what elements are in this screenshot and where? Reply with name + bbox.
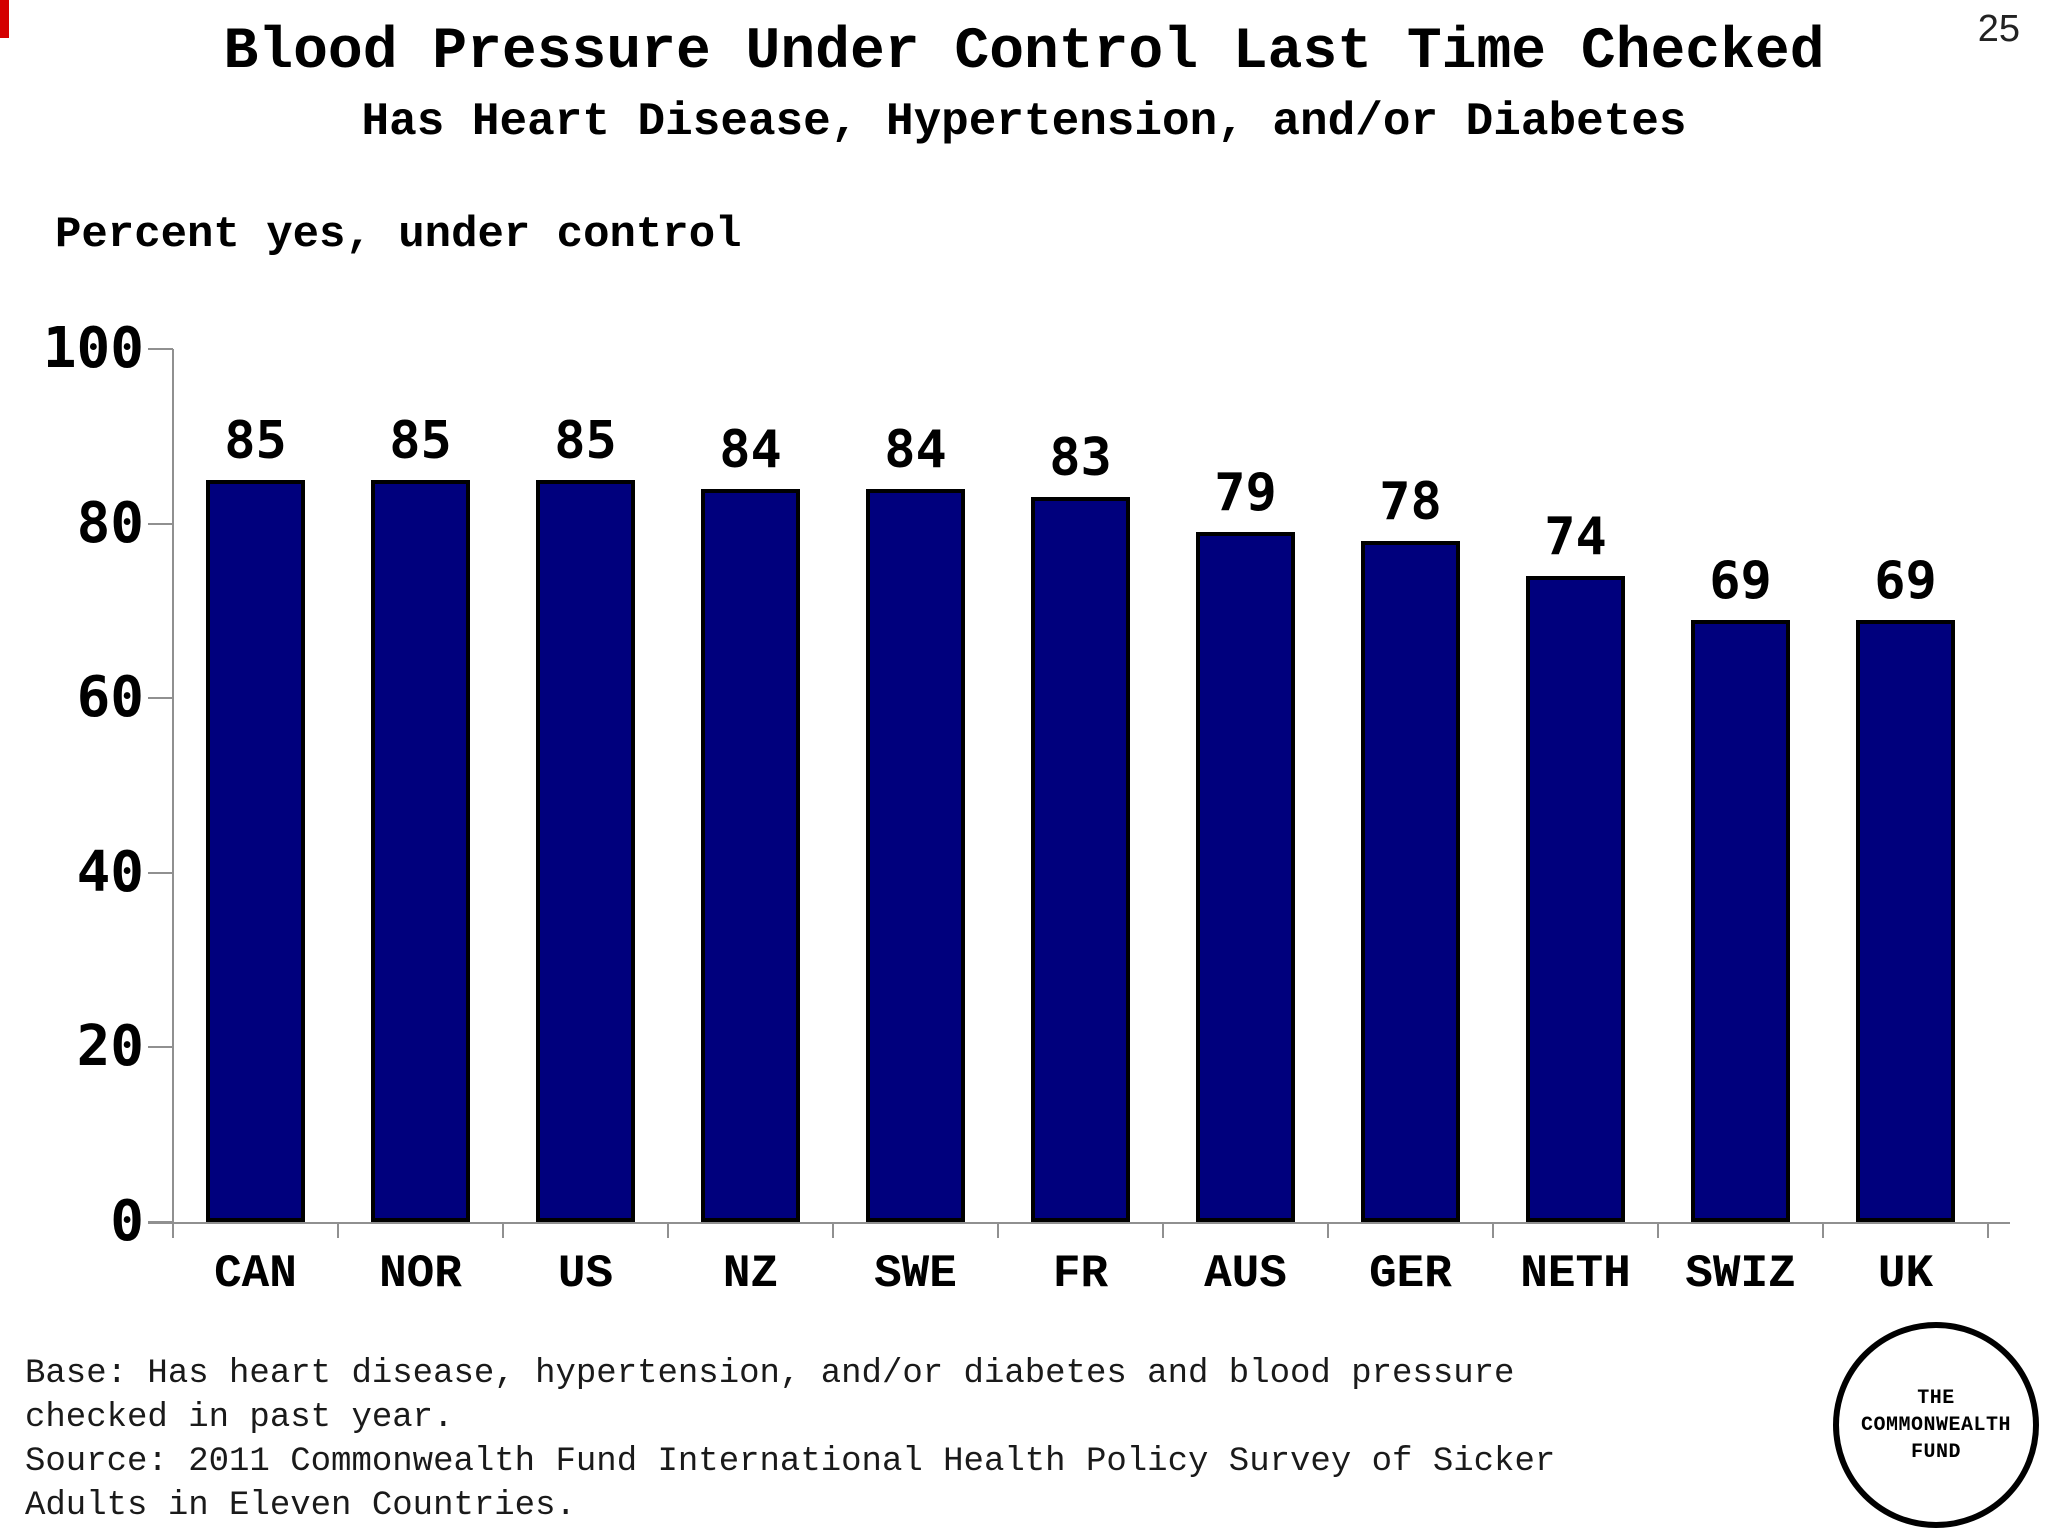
bar-value-label-aus: 79 xyxy=(1214,463,1277,524)
bar-value-label-neth: 74 xyxy=(1544,506,1607,567)
logo-line-the: THE xyxy=(1917,1386,1955,1410)
x-tick-mark xyxy=(337,1222,339,1238)
bar-uk xyxy=(1856,619,1955,1222)
footer-source-line-2: Adults in Eleven Countries. xyxy=(25,1487,576,1525)
x-tick-mark xyxy=(1492,1222,1494,1238)
commonwealth-fund-logo: THE COMMONWEALTH FUND xyxy=(1833,1322,2039,1528)
bar-value-label-swe: 84 xyxy=(884,419,947,480)
x-tick-mark xyxy=(1327,1222,1329,1238)
y-tick-mark xyxy=(148,697,173,700)
screen-edge-artifact xyxy=(0,0,9,38)
x-tick-mark xyxy=(667,1222,669,1238)
y-axis-line xyxy=(172,349,174,1224)
x-category-label-aus: AUS xyxy=(1204,1248,1287,1300)
bar-value-label-nz: 84 xyxy=(719,419,782,480)
bar-value-label-can: 85 xyxy=(224,410,287,471)
x-category-label-uk: UK xyxy=(1877,1248,1934,1300)
y-tick-label: 0 xyxy=(110,1189,144,1254)
y-tick-label: 80 xyxy=(76,490,144,556)
x-category-label-can: CAN xyxy=(214,1248,297,1300)
x-tick-mark xyxy=(997,1222,999,1238)
y-tick-mark xyxy=(148,1221,173,1223)
x-tick-mark xyxy=(502,1222,504,1238)
x-tick-mark xyxy=(1822,1222,1824,1238)
bar-us xyxy=(536,479,635,1222)
y-tick-label: 20 xyxy=(76,1014,144,1080)
x-category-label-swiz: SWIZ xyxy=(1685,1248,1796,1300)
x-category-label-nor: NOR xyxy=(379,1248,462,1300)
logo-line-fund: FUND xyxy=(1910,1440,1961,1464)
bar-aus xyxy=(1196,532,1295,1222)
footer-base-line-2: checked in past year. xyxy=(25,1399,454,1437)
bar-ger xyxy=(1361,541,1460,1222)
y-tick-mark xyxy=(148,348,173,350)
x-category-label-swe: SWE xyxy=(874,1248,957,1300)
chart-subtitle: Has Heart Disease, Hypertension, and/or … xyxy=(361,96,1687,148)
page-number: 25 xyxy=(1977,8,2020,50)
bar-fr xyxy=(1031,497,1130,1222)
footer-note: Base: Has heart disease, hypertension, a… xyxy=(25,1352,1555,1528)
y-axis-title: Percent yes, under control xyxy=(55,210,742,260)
logo-line-commonwealth: COMMONWEALTH xyxy=(1860,1413,2012,1437)
bar-swiz xyxy=(1691,619,1790,1222)
y-tick-label: 60 xyxy=(76,665,144,731)
x-tick-mark xyxy=(1987,1222,1989,1238)
x-category-label-us: US xyxy=(557,1248,614,1300)
footer-source-line-1: Source: 2011 Commonwealth Fund Internati… xyxy=(25,1443,1556,1481)
x-category-label-nz: NZ xyxy=(722,1248,779,1300)
bar-swe xyxy=(866,488,965,1222)
y-tick-mark xyxy=(148,871,173,874)
x-category-label-neth: NETH xyxy=(1520,1248,1631,1300)
bar-value-label-ger: 78 xyxy=(1379,472,1442,533)
bar-value-label-nor: 85 xyxy=(389,410,452,471)
y-tick-mark xyxy=(148,1046,173,1049)
bar-value-label-us: 85 xyxy=(554,410,617,471)
x-tick-mark xyxy=(832,1222,834,1238)
x-category-label-ger: GER xyxy=(1369,1248,1452,1300)
chart-title: Blood Pressure Under Control Last Time C… xyxy=(223,20,1825,85)
x-tick-mark xyxy=(1657,1222,1659,1238)
bar-value-label-uk: 69 xyxy=(1874,550,1937,611)
y-tick-label: 40 xyxy=(76,839,144,905)
y-tick-label: 100 xyxy=(42,316,144,381)
x-category-label-fr: FR xyxy=(1052,1248,1109,1300)
footer-base-line-1: Base: Has heart disease, hypertension, a… xyxy=(25,1355,1515,1393)
y-tick-mark xyxy=(148,522,173,525)
x-tick-mark xyxy=(172,1222,174,1238)
bar-nz xyxy=(701,488,800,1222)
x-axis-line xyxy=(148,1222,2010,1224)
bar-value-label-swiz: 69 xyxy=(1709,550,1772,611)
x-tick-mark xyxy=(1162,1222,1164,1238)
bar-can xyxy=(206,479,305,1222)
bar-neth xyxy=(1526,575,1625,1222)
bar-value-label-fr: 83 xyxy=(1049,428,1112,489)
bar-nor xyxy=(371,479,470,1222)
